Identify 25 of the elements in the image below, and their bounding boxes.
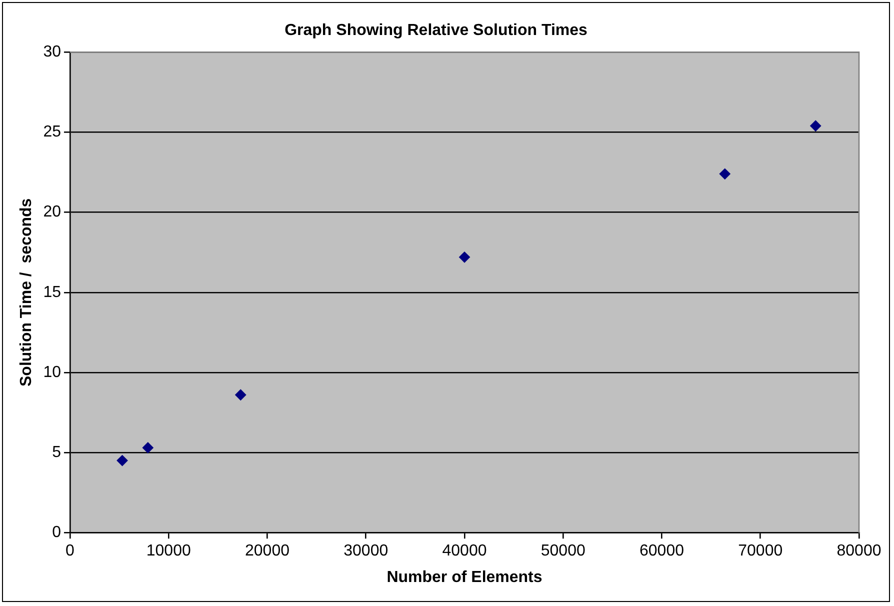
x-tick-label: 50000 [540,542,586,560]
y-axis-title: Solution Time / seconds [18,198,36,386]
chart-title: Graph Showing Relative Solution Times [284,22,588,40]
x-tick-label: 60000 [640,542,684,560]
x-tick-label: 70000 [738,542,783,560]
point [142,442,154,454]
x-tick-label: 20000 [245,542,290,560]
y-tick-label: 20 [43,204,62,221]
x-tick-label: 80000 [836,542,882,560]
y-tick-label: 5 [52,444,62,461]
x-tick-label: 0 [66,542,75,560]
point [719,168,730,180]
x-axis-title: Number of Elements [386,568,542,586]
x-tick-label: 10000 [146,542,191,560]
x-tick-label: 30000 [344,542,388,560]
point [235,389,246,400]
y-tick-label: 15 [43,284,62,301]
x-tick-label: 40000 [442,542,487,560]
y-tick-label: 10 [43,364,62,381]
point [810,120,822,132]
point [116,455,128,466]
y-tick-label: 0 [52,524,62,542]
point [459,252,470,263]
y-tick-label: 25 [43,124,62,141]
y-tick-label: 30 [43,44,62,61]
